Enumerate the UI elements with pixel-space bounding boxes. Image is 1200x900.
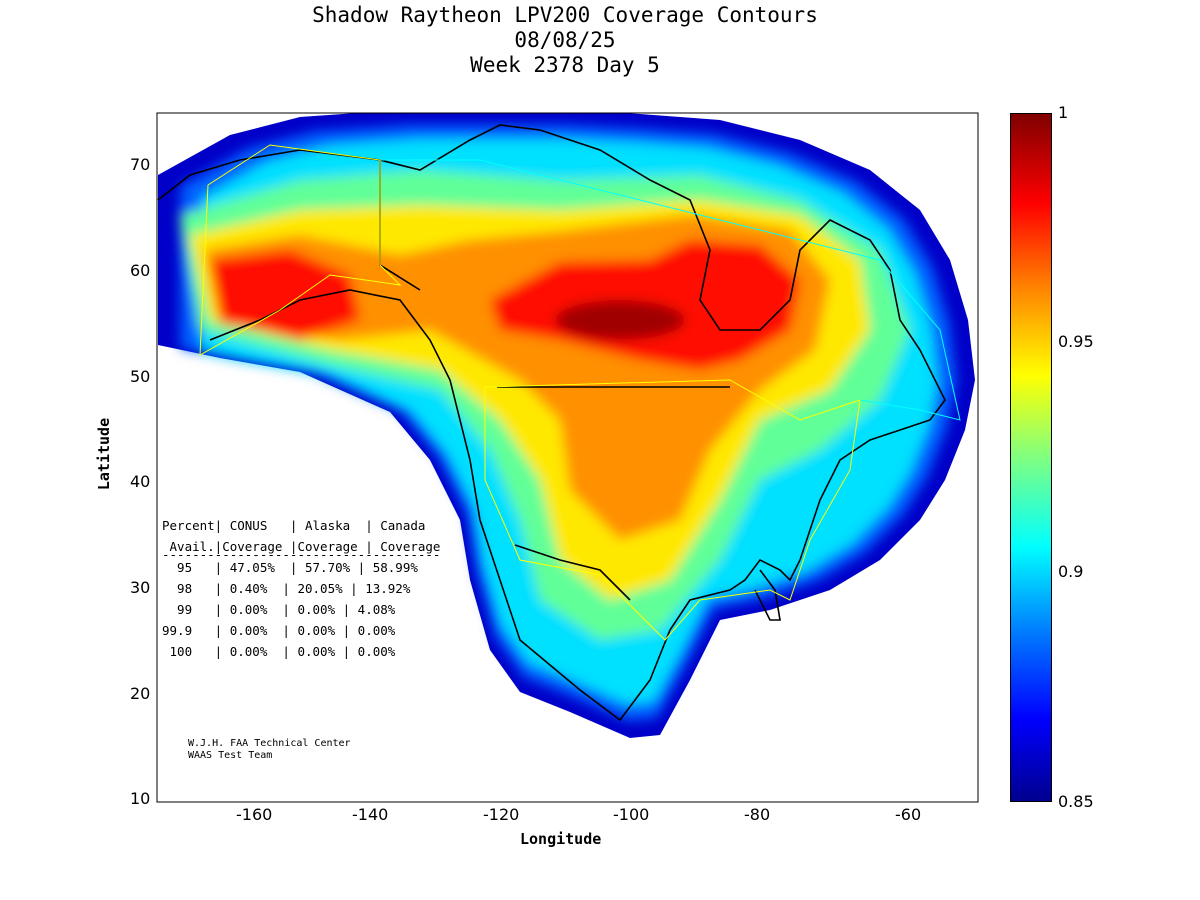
colorbar	[1010, 113, 1052, 802]
contour-0.98	[210, 240, 800, 370]
y-tick: 30	[130, 578, 151, 597]
canada-boundary	[380, 159, 961, 421]
credit-team: WAAS Test Team	[188, 750, 273, 761]
table-row: 98 | 0.40% | 20.05% | 13.92%	[162, 581, 411, 596]
y-tick: 50	[130, 367, 151, 386]
table-row: 100 | 0.00% | 0.00% | 0.00%	[162, 644, 396, 659]
y-tick: 70	[130, 155, 151, 174]
colorbar-tick: 0.85	[1058, 792, 1094, 811]
title-line-1: Shadow Raytheon LPV200 Coverage Contours	[312, 3, 818, 27]
colorbar-tick: 1	[1058, 103, 1069, 122]
x-axis-label: Longitude	[520, 830, 602, 848]
y-tick: 60	[130, 261, 151, 280]
colorbar-tick: 0.95	[1058, 332, 1094, 351]
colorbar-tick: 0.9	[1058, 562, 1084, 581]
table-row: 99 | 0.00% | 0.00% | 4.08%	[162, 602, 396, 617]
y-axis-label: Latitude	[95, 417, 114, 491]
coastline-north-america	[157, 124, 946, 722]
plot-frame	[156, 112, 979, 803]
credit-center: W.J.H. FAA Technical Center	[188, 738, 351, 749]
us-mexico-border	[514, 544, 631, 601]
contour-0.99	[555, 300, 685, 340]
table-header-1: Percent| CONUS | Alaska | Canada	[162, 518, 426, 533]
y-tick: 20	[130, 684, 151, 703]
x-tick: -80	[744, 805, 771, 824]
table-divider: -------------------------------------	[162, 547, 441, 562]
service-volume-boundaries	[199, 144, 861, 641]
x-tick: -160	[236, 805, 273, 824]
florida	[754, 569, 781, 621]
table-row: 99.9 | 0.00% | 0.00% | 0.00%	[162, 623, 396, 638]
x-tick: -60	[895, 805, 922, 824]
table-row: 95 | 47.05% | 57.70% | 58.99%	[162, 560, 418, 575]
title-date: 08/08/25	[514, 28, 616, 52]
title-week: Week 2378 Day 5	[470, 53, 660, 77]
x-tick: -120	[483, 805, 520, 824]
y-tick: 10	[130, 789, 151, 808]
y-tick: 40	[130, 472, 151, 491]
table-header-2: Avail.|Coverage |Coverage | Coverage	[162, 539, 441, 554]
coverage-contours	[158, 113, 975, 738]
x-tick: -140	[352, 805, 389, 824]
x-tick: -100	[613, 805, 650, 824]
